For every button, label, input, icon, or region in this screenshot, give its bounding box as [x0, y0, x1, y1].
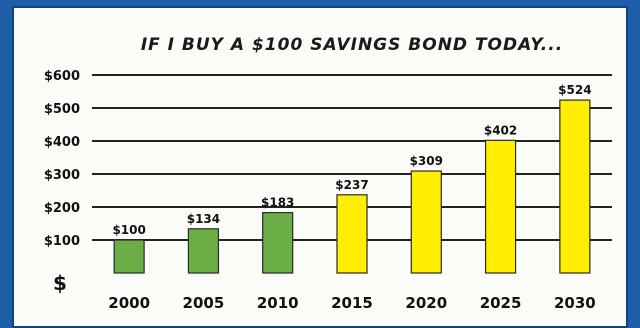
x-tick-label: 2010	[257, 294, 299, 312]
chart-title: IF I BUY A $100 SAVINGS BOND TODAY...	[141, 35, 563, 55]
bar	[484, 139, 517, 274]
data-label: $524	[558, 83, 591, 97]
bars	[113, 99, 591, 274]
data-label: $309	[410, 154, 443, 168]
data-label: $237	[335, 178, 368, 192]
x-axis-ticks: 2000 2005 2010 2015 2020 2025 2030	[108, 294, 595, 312]
x-tick-label: 2015	[331, 294, 373, 312]
bar	[410, 170, 442, 274]
y-tick-label: $400	[44, 135, 80, 150]
y-tick-label: $500	[44, 102, 80, 117]
data-labels: $100 $134 $183 $237 $309 $402 $524	[112, 83, 591, 237]
y-tick-label: $100	[44, 234, 80, 249]
gridlines	[92, 74, 612, 241]
x-tick-label: 2020	[405, 294, 447, 312]
y-axis-ticks: $100 $200 $300 $400 $500 $600	[44, 69, 80, 249]
y-tick-label: $300	[44, 168, 80, 183]
y-tick-label: $200	[44, 201, 80, 216]
data-label: $183	[261, 196, 294, 210]
data-label: $402	[484, 123, 517, 137]
bar	[187, 228, 220, 274]
x-tick-label: 2005	[183, 294, 225, 312]
bar	[559, 99, 591, 274]
bar	[262, 212, 294, 274]
data-label: $134	[187, 212, 220, 226]
y-axis-label: $	[53, 271, 67, 295]
bar	[113, 239, 145, 274]
x-tick-label: 2030	[554, 294, 596, 312]
x-tick-label: 2025	[480, 294, 522, 312]
x-tick-label: 2000	[108, 294, 150, 312]
bar-chart: IF I BUY A $100 SAVINGS BOND TODAY... $1…	[44, 35, 612, 312]
data-label: $100	[112, 223, 145, 237]
chart-panel: IF I BUY A $100 SAVINGS BOND TODAY... $1…	[12, 6, 628, 328]
bar	[336, 194, 368, 274]
y-tick-label: $600	[44, 69, 80, 84]
